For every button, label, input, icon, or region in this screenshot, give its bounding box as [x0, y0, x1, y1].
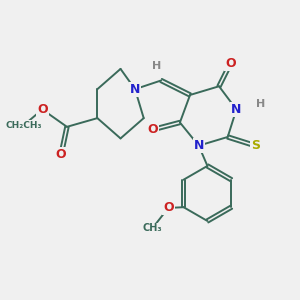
- Text: N: N: [194, 139, 204, 152]
- Text: O: O: [225, 57, 236, 70]
- Text: H: H: [256, 99, 266, 109]
- Text: S: S: [251, 139, 260, 152]
- Text: O: O: [37, 103, 48, 116]
- Text: O: O: [56, 148, 67, 161]
- Text: O: O: [147, 123, 158, 136]
- Text: N: N: [231, 103, 242, 116]
- Text: O: O: [163, 201, 174, 214]
- Text: H: H: [152, 61, 161, 71]
- Text: N: N: [130, 83, 140, 96]
- Text: CH₃: CH₃: [142, 223, 162, 233]
- Text: CH₂CH₃: CH₂CH₃: [5, 121, 42, 130]
